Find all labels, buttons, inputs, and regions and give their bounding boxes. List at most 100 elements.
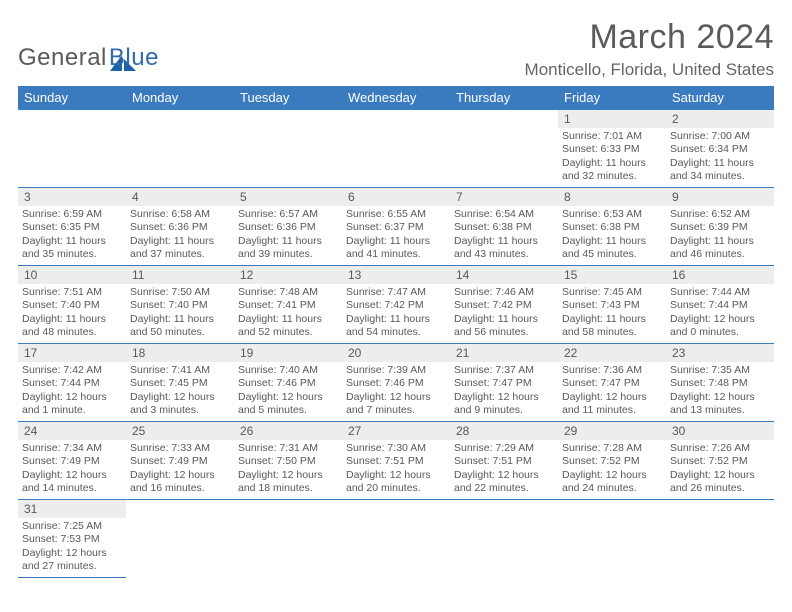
calendar-table: SundayMondayTuesdayWednesdayThursdayFrid…	[18, 86, 774, 578]
calendar-cell: 27Sunrise: 7:30 AMSunset: 7:51 PMDayligh…	[342, 422, 450, 500]
calendar-cell: 11Sunrise: 7:50 AMSunset: 7:40 PMDayligh…	[126, 266, 234, 344]
calendar-cell-empty	[450, 500, 558, 578]
calendar-cell: 4Sunrise: 6:58 AMSunset: 6:36 PMDaylight…	[126, 188, 234, 266]
calendar-cell-empty	[666, 500, 774, 578]
logo: General Blue	[18, 26, 159, 72]
calendar-header-cell: Friday	[558, 86, 666, 110]
day-number: 6	[342, 188, 450, 206]
day-body: Sunrise: 6:59 AMSunset: 6:35 PMDaylight:…	[18, 206, 126, 264]
calendar-cell-empty	[234, 500, 342, 578]
day-body: Sunrise: 7:44 AMSunset: 7:44 PMDaylight:…	[666, 284, 774, 342]
day-number: 9	[666, 188, 774, 206]
day-number: 26	[234, 422, 342, 440]
day-number: 12	[234, 266, 342, 284]
calendar-cell: 1Sunrise: 7:01 AMSunset: 6:33 PMDaylight…	[558, 110, 666, 188]
calendar-cell: 25Sunrise: 7:33 AMSunset: 7:49 PMDayligh…	[126, 422, 234, 500]
day-body: Sunrise: 7:46 AMSunset: 7:42 PMDaylight:…	[450, 284, 558, 342]
day-number: 10	[18, 266, 126, 284]
day-body: Sunrise: 7:35 AMSunset: 7:48 PMDaylight:…	[666, 362, 774, 420]
day-body: Sunrise: 7:41 AMSunset: 7:45 PMDaylight:…	[126, 362, 234, 420]
day-number: 11	[126, 266, 234, 284]
day-number: 13	[342, 266, 450, 284]
day-body: Sunrise: 7:39 AMSunset: 7:46 PMDaylight:…	[342, 362, 450, 420]
day-body: Sunrise: 6:58 AMSunset: 6:36 PMDaylight:…	[126, 206, 234, 264]
day-number: 23	[666, 344, 774, 362]
day-number: 20	[342, 344, 450, 362]
calendar-row: 24Sunrise: 7:34 AMSunset: 7:49 PMDayligh…	[18, 422, 774, 500]
calendar-cell: 17Sunrise: 7:42 AMSunset: 7:44 PMDayligh…	[18, 344, 126, 422]
day-body: Sunrise: 7:47 AMSunset: 7:42 PMDaylight:…	[342, 284, 450, 342]
calendar-cell: 13Sunrise: 7:47 AMSunset: 7:42 PMDayligh…	[342, 266, 450, 344]
day-number: 16	[666, 266, 774, 284]
calendar-cell-empty	[18, 110, 126, 188]
day-body: Sunrise: 6:57 AMSunset: 6:36 PMDaylight:…	[234, 206, 342, 264]
calendar-cell: 31Sunrise: 7:25 AMSunset: 7:53 PMDayligh…	[18, 500, 126, 578]
day-number: 24	[18, 422, 126, 440]
day-body: Sunrise: 7:45 AMSunset: 7:43 PMDaylight:…	[558, 284, 666, 342]
calendar-cell: 8Sunrise: 6:53 AMSunset: 6:38 PMDaylight…	[558, 188, 666, 266]
calendar-header-cell: Wednesday	[342, 86, 450, 110]
calendar-cell: 5Sunrise: 6:57 AMSunset: 6:36 PMDaylight…	[234, 188, 342, 266]
logo-text-b: Blue	[109, 44, 159, 71]
calendar-row: 31Sunrise: 7:25 AMSunset: 7:53 PMDayligh…	[18, 500, 774, 578]
day-number: 31	[18, 500, 126, 518]
calendar-cell: 20Sunrise: 7:39 AMSunset: 7:46 PMDayligh…	[342, 344, 450, 422]
calendar-header-cell: Tuesday	[234, 86, 342, 110]
calendar-cell: 6Sunrise: 6:55 AMSunset: 6:37 PMDaylight…	[342, 188, 450, 266]
day-number: 15	[558, 266, 666, 284]
day-body: Sunrise: 7:36 AMSunset: 7:47 PMDaylight:…	[558, 362, 666, 420]
day-body: Sunrise: 7:40 AMSunset: 7:46 PMDaylight:…	[234, 362, 342, 420]
day-number: 19	[234, 344, 342, 362]
day-number: 1	[558, 110, 666, 128]
calendar-cell: 29Sunrise: 7:28 AMSunset: 7:52 PMDayligh…	[558, 422, 666, 500]
day-body: Sunrise: 7:30 AMSunset: 7:51 PMDaylight:…	[342, 440, 450, 498]
calendar-cell: 24Sunrise: 7:34 AMSunset: 7:49 PMDayligh…	[18, 422, 126, 500]
calendar-cell-empty	[558, 500, 666, 578]
calendar-cell: 22Sunrise: 7:36 AMSunset: 7:47 PMDayligh…	[558, 344, 666, 422]
calendar-header-cell: Thursday	[450, 86, 558, 110]
page-title: March 2024	[525, 18, 774, 57]
calendar-cell: 30Sunrise: 7:26 AMSunset: 7:52 PMDayligh…	[666, 422, 774, 500]
day-body: Sunrise: 7:42 AMSunset: 7:44 PMDaylight:…	[18, 362, 126, 420]
calendar-cell: 21Sunrise: 7:37 AMSunset: 7:47 PMDayligh…	[450, 344, 558, 422]
day-body: Sunrise: 7:48 AMSunset: 7:41 PMDaylight:…	[234, 284, 342, 342]
day-number: 17	[18, 344, 126, 362]
day-body: Sunrise: 6:54 AMSunset: 6:38 PMDaylight:…	[450, 206, 558, 264]
day-body: Sunrise: 7:01 AMSunset: 6:33 PMDaylight:…	[558, 128, 666, 186]
day-number: 7	[450, 188, 558, 206]
calendar-cell-empty	[126, 110, 234, 188]
calendar-cell: 16Sunrise: 7:44 AMSunset: 7:44 PMDayligh…	[666, 266, 774, 344]
day-number: 5	[234, 188, 342, 206]
day-body: Sunrise: 7:28 AMSunset: 7:52 PMDaylight:…	[558, 440, 666, 498]
location-text: Monticello, Florida, United States	[525, 60, 774, 80]
day-body: Sunrise: 7:34 AMSunset: 7:49 PMDaylight:…	[18, 440, 126, 498]
calendar-cell: 23Sunrise: 7:35 AMSunset: 7:48 PMDayligh…	[666, 344, 774, 422]
day-body: Sunrise: 7:37 AMSunset: 7:47 PMDaylight:…	[450, 362, 558, 420]
calendar-row: 17Sunrise: 7:42 AMSunset: 7:44 PMDayligh…	[18, 344, 774, 422]
calendar-header-cell: Monday	[126, 86, 234, 110]
title-block: March 2024 Monticello, Florida, United S…	[525, 18, 774, 80]
calendar-cell: 28Sunrise: 7:29 AMSunset: 7:51 PMDayligh…	[450, 422, 558, 500]
day-body: Sunrise: 7:00 AMSunset: 6:34 PMDaylight:…	[666, 128, 774, 186]
day-number: 8	[558, 188, 666, 206]
calendar-body: 1Sunrise: 7:01 AMSunset: 6:33 PMDaylight…	[18, 110, 774, 578]
calendar-cell: 14Sunrise: 7:46 AMSunset: 7:42 PMDayligh…	[450, 266, 558, 344]
calendar-header-row: SundayMondayTuesdayWednesdayThursdayFrid…	[18, 86, 774, 110]
day-number: 30	[666, 422, 774, 440]
day-number: 21	[450, 344, 558, 362]
calendar-cell-empty	[342, 500, 450, 578]
day-number: 29	[558, 422, 666, 440]
calendar-cell: 7Sunrise: 6:54 AMSunset: 6:38 PMDaylight…	[450, 188, 558, 266]
day-body: Sunrise: 7:31 AMSunset: 7:50 PMDaylight:…	[234, 440, 342, 498]
day-body: Sunrise: 7:50 AMSunset: 7:40 PMDaylight:…	[126, 284, 234, 342]
calendar-cell: 2Sunrise: 7:00 AMSunset: 6:34 PMDaylight…	[666, 110, 774, 188]
calendar-cell-empty	[450, 110, 558, 188]
day-number: 14	[450, 266, 558, 284]
calendar-header-cell: Saturday	[666, 86, 774, 110]
day-number: 28	[450, 422, 558, 440]
calendar-row: 1Sunrise: 7:01 AMSunset: 6:33 PMDaylight…	[18, 110, 774, 188]
day-number: 4	[126, 188, 234, 206]
calendar-cell: 26Sunrise: 7:31 AMSunset: 7:50 PMDayligh…	[234, 422, 342, 500]
day-number: 18	[126, 344, 234, 362]
day-body: Sunrise: 7:25 AMSunset: 7:53 PMDaylight:…	[18, 518, 126, 576]
